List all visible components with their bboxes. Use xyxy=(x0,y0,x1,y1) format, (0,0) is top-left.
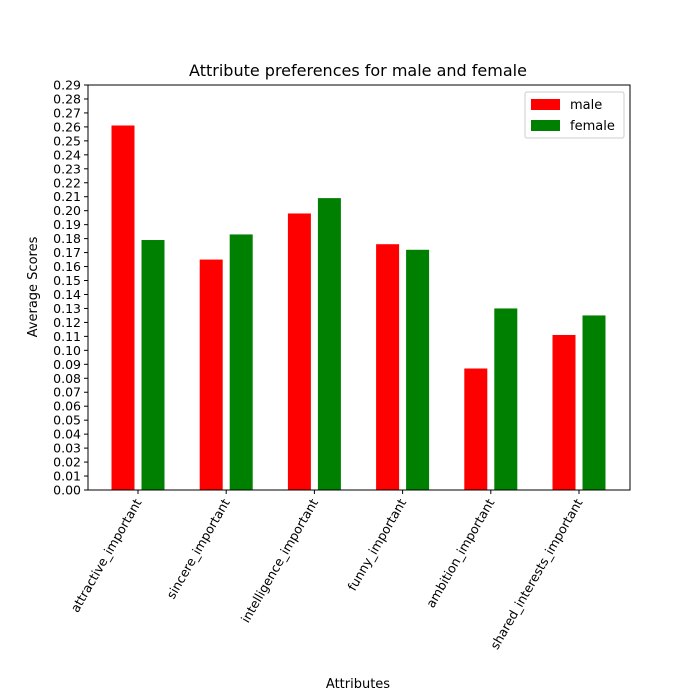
y-tick-label: 0.06 xyxy=(53,399,81,414)
bar-female-ambition_important xyxy=(494,308,518,490)
bar-female-funny_important xyxy=(406,249,430,490)
y-tick-label: 0.23 xyxy=(53,161,81,176)
y-tick-label: 0.01 xyxy=(53,469,81,484)
y-tick-label: 0.26 xyxy=(53,119,81,134)
legend-label-female: female xyxy=(570,119,615,134)
y-tick-label: 0.11 xyxy=(53,329,81,344)
legend: male female xyxy=(524,91,625,139)
y-tick-label: 0.19 xyxy=(53,217,81,232)
y-tick-label: 0.17 xyxy=(53,245,81,260)
y-tick-label: 0.10 xyxy=(53,343,81,358)
y-tick-label: 0.05 xyxy=(53,413,81,428)
bar-male-ambition_important xyxy=(464,368,488,490)
bar-female-shared_interests_important xyxy=(582,315,606,490)
bar-male-attractive_important xyxy=(111,125,135,490)
plot-frame xyxy=(87,84,631,491)
y-tick-label: 0.12 xyxy=(53,315,81,330)
y-tick-label: 0.07 xyxy=(53,385,81,400)
y-tick-label: 0.02 xyxy=(53,455,81,470)
bar-male-funny_important xyxy=(376,244,400,490)
y-tick-label: 0.20 xyxy=(53,203,81,218)
y-tick-label: 0.21 xyxy=(53,189,81,204)
y-tick-label: 0.16 xyxy=(53,259,81,274)
y-tick-label: 0.27 xyxy=(53,105,81,120)
y-tick-label: 0.08 xyxy=(53,371,81,386)
legend-label-male: male xyxy=(570,98,602,113)
y-tick-label: 0.04 xyxy=(53,427,81,442)
legend-swatch-male xyxy=(531,99,560,110)
bar-female-sincere_important xyxy=(229,234,253,490)
bar-female-attractive_important xyxy=(141,240,165,490)
y-tick-label: 0.14 xyxy=(53,287,81,302)
y-tick-label: 0.28 xyxy=(53,91,81,106)
y-tick-label: 0.15 xyxy=(53,273,81,288)
bar-male-sincere_important xyxy=(199,259,223,490)
bar-female-intelligence_important xyxy=(317,198,341,490)
y-tick-label: 0.00 xyxy=(53,483,81,498)
y-tick-label: 0.22 xyxy=(53,175,81,190)
x-axis-label: Attributes xyxy=(326,677,390,692)
y-tick-label: 0.09 xyxy=(53,357,81,372)
y-tick-label: 0.24 xyxy=(53,147,81,162)
y-tick-label: 0.25 xyxy=(53,133,81,148)
bar-male-shared_interests_important xyxy=(552,334,576,490)
chart-title: Attribute preferences for male and femal… xyxy=(189,61,527,80)
bar-male-intelligence_important xyxy=(287,213,311,490)
y-tick-label: 0.03 xyxy=(53,441,81,456)
legend-swatch-female xyxy=(531,120,560,131)
y-tick-label: 0.29 xyxy=(53,78,81,93)
y-tick-label: 0.13 xyxy=(53,301,81,316)
y-tick-label: 0.18 xyxy=(53,231,81,246)
y-axis-label: Average Scores xyxy=(26,236,41,337)
